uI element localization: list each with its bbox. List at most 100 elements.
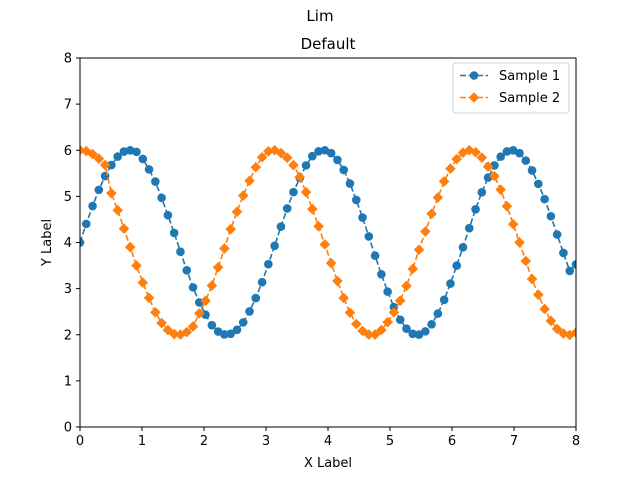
series-2-point (294, 171, 306, 183)
series-1-point (339, 165, 348, 175)
series-2-point (212, 262, 224, 273)
series-2-point (263, 146, 274, 157)
y-tick-label: 0 (64, 421, 72, 436)
series-2-point (106, 187, 117, 199)
series-1-point (439, 295, 449, 305)
series-2-point (307, 203, 318, 215)
series-2-point (225, 223, 236, 235)
series-1-point (351, 195, 361, 205)
series-1-point (81, 219, 91, 229)
series-1-point (402, 324, 411, 334)
series-1-point (80, 238, 85, 247)
series-2-point (495, 184, 506, 195)
series-2-point (407, 263, 419, 275)
legend-marker (469, 71, 479, 80)
series-1-point (326, 148, 336, 158)
series-2-point (501, 200, 513, 212)
series-2-point (426, 208, 437, 220)
x-tick-label: 2 (200, 434, 208, 449)
x-tick-label: 7 (510, 434, 518, 449)
series-2-point (332, 275, 343, 287)
series-1-point (471, 204, 480, 214)
series-1-point (414, 330, 424, 339)
series-2-point (231, 206, 243, 218)
series-2-point (338, 292, 349, 304)
legend: Sample 1 Sample 2 (452, 62, 570, 114)
series-2-point (363, 329, 375, 340)
series-1-point (370, 251, 380, 260)
series-1-point (464, 223, 474, 233)
x-tick-label: 1 (138, 434, 146, 449)
x-axis: 0 1 2 3 4 5 6 7 8 (76, 427, 580, 449)
series-2-point (99, 159, 111, 171)
series-1-point (446, 279, 455, 288)
y-tick-label: 8 (64, 52, 72, 67)
series-1-point (182, 266, 192, 275)
series-1-point (496, 152, 505, 161)
series-2-point (237, 190, 249, 201)
series-2-point (124, 241, 136, 253)
series-1-point (552, 230, 562, 239)
series-2-point (150, 306, 161, 318)
series-2-point (388, 307, 400, 318)
series-1-point (540, 194, 549, 204)
series-1-point (245, 307, 254, 316)
x-tick-label: 3 (262, 434, 270, 449)
x-tick-label: 4 (324, 434, 332, 449)
series-2-point (300, 186, 312, 198)
legend-entry: Sample 2 (460, 91, 560, 106)
series-2-point (162, 324, 174, 336)
series-1-point (94, 185, 104, 195)
series-2-point (200, 295, 211, 307)
series-1-point (264, 259, 273, 269)
series-1-point (289, 187, 298, 197)
y-tick-label: 2 (64, 328, 72, 343)
series-1-point (169, 228, 179, 238)
series-1-point (452, 261, 462, 270)
series-2-point (514, 237, 525, 248)
series-2-point (413, 244, 425, 255)
series-2-point (457, 147, 469, 158)
series-1-point (521, 156, 531, 165)
series-1-point (144, 165, 154, 174)
series-1-point (207, 320, 217, 330)
series-2-point (219, 243, 230, 254)
series-2-point (533, 289, 544, 301)
x-axis-label: X Label (304, 456, 352, 471)
series-1-point (477, 188, 487, 197)
series-2-point (520, 255, 532, 267)
series-1-point (546, 211, 556, 221)
series-1-point (534, 179, 543, 189)
series-1-point (364, 232, 374, 241)
series-1-point (433, 309, 443, 318)
series-1-point (132, 147, 141, 157)
legend-entry: Sample 1 (460, 69, 560, 84)
series-2-point (438, 176, 450, 187)
series-1-point (377, 269, 386, 279)
series-1-point (383, 287, 392, 296)
series-2-point (482, 161, 494, 172)
series-2-point (137, 277, 149, 288)
series-1-point (515, 148, 524, 158)
series-2-point (570, 327, 576, 338)
series-1-point (138, 154, 148, 164)
series-1-point (113, 152, 122, 161)
series-2-point (401, 280, 412, 292)
series-1-point (157, 193, 166, 203)
series-2-point (181, 326, 193, 338)
series-2-point (357, 325, 368, 337)
series-2-point (451, 153, 463, 165)
series-2-point (112, 204, 123, 216)
series-2-point (131, 260, 142, 271)
series-1-point (232, 325, 242, 335)
series-2-point (80, 145, 92, 157)
series-2-point (288, 159, 299, 171)
series-2-point (313, 221, 324, 232)
y-axis-label: Y Label (40, 219, 55, 267)
series-1-point (408, 329, 418, 339)
series-1-point (88, 201, 97, 211)
series-1-point (301, 161, 311, 170)
series-2-point (281, 152, 293, 164)
series-1-point (270, 241, 279, 251)
y-tick-label: 6 (64, 144, 72, 159)
